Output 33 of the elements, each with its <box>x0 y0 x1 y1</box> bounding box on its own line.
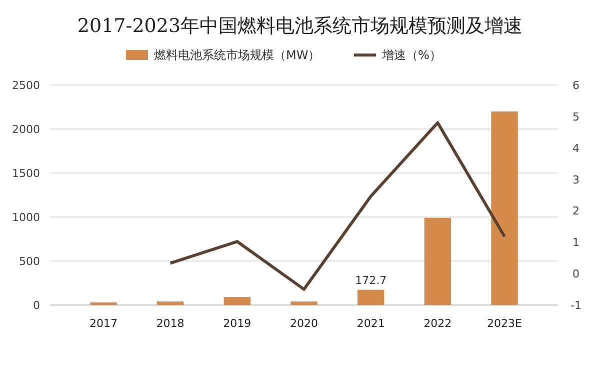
y-tick-label: 500 <box>19 255 40 268</box>
bar <box>424 218 452 305</box>
y2-tick-label: 6 <box>572 79 580 92</box>
data-label: 172.7 <box>355 274 387 287</box>
y2-tick-label: 2 <box>572 204 580 218</box>
y2-tick-label: 5 <box>572 110 580 124</box>
y-tick-label: 2500 <box>12 79 40 92</box>
x-tick-label: 2023E <box>487 317 522 330</box>
chart-title: 2017-2023年中国燃料电池系统市场规模预测及增速 <box>77 15 523 37</box>
x-tick-label: 2017 <box>89 317 118 330</box>
bar <box>156 301 184 305</box>
y-tick-label: 2000 <box>12 123 40 136</box>
y2-tick-label: 4 <box>572 142 580 155</box>
y2-tick-label: 1 <box>572 236 580 250</box>
bar <box>290 301 318 305</box>
y2-tick-label: -1 <box>570 299 582 312</box>
y-tick-label: 1000 <box>12 211 40 224</box>
x-tick-label: 2022 <box>424 317 452 330</box>
x-tick-label: 2019 <box>223 317 252 330</box>
bar <box>224 297 251 305</box>
x-tick-label: 2021 <box>356 317 385 330</box>
legend-label: 燃料电池系统市场规模（MW） <box>154 48 320 62</box>
bar <box>90 302 117 305</box>
bar <box>491 111 518 305</box>
line-series <box>168 121 506 291</box>
x-tick-label: 2018 <box>156 317 184 330</box>
y2-tick-label: 0 <box>572 268 580 281</box>
y-tick-label: 1500 <box>12 167 40 180</box>
legend-label: 增速（%） <box>381 48 442 62</box>
x-tick-label: 2020 <box>290 317 318 330</box>
y2-tick-label: 3 <box>572 173 580 186</box>
bar <box>357 290 384 305</box>
y-tick-label: 0 <box>33 299 40 312</box>
